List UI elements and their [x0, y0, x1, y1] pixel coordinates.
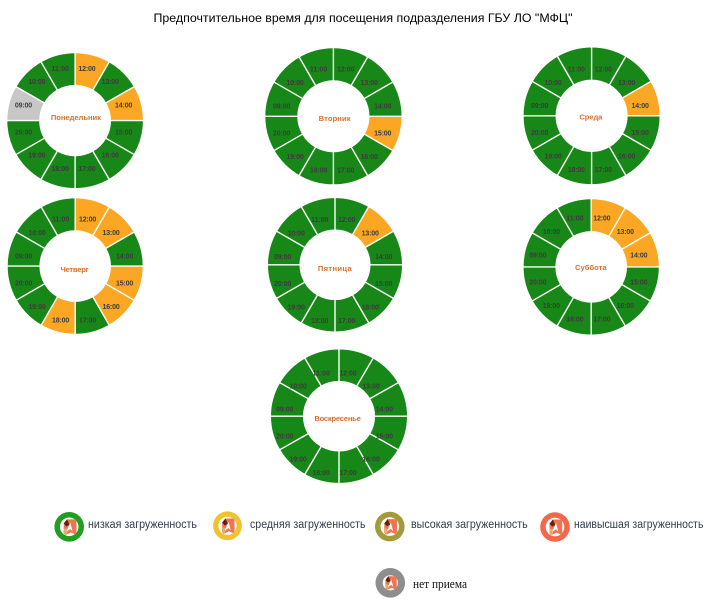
svg-text:17:00: 17:00: [339, 470, 356, 477]
svg-text:10:00: 10:00: [288, 230, 305, 237]
svg-text:14:00: 14:00: [630, 253, 647, 260]
svg-text:13:00: 13:00: [362, 384, 379, 391]
svg-text:13:00: 13:00: [617, 229, 634, 236]
svg-text:15:00: 15:00: [115, 129, 132, 136]
svg-text:13:00: 13:00: [102, 79, 119, 86]
svg-text:15:00: 15:00: [630, 280, 647, 287]
svg-text:20:00: 20:00: [529, 280, 546, 287]
svg-text:Воскресенье: Воскресенье: [314, 414, 361, 423]
svg-text:14:00: 14:00: [116, 254, 133, 261]
svg-text:16:00: 16:00: [361, 154, 378, 161]
svg-text:09:00: 09:00: [274, 254, 291, 261]
svg-text:18:00: 18:00: [311, 318, 328, 325]
svg-text:12:00: 12:00: [78, 66, 95, 73]
svg-text:20:00: 20:00: [276, 434, 293, 441]
svg-text:12:00: 12:00: [337, 66, 354, 73]
svg-text:17:00: 17:00: [337, 168, 354, 175]
svg-text:18:00: 18:00: [52, 166, 69, 173]
svg-text:11:00: 11:00: [310, 66, 327, 73]
svg-text:17:00: 17:00: [595, 167, 612, 174]
svg-text:11:00: 11:00: [313, 370, 330, 377]
svg-text:17:00: 17:00: [78, 166, 95, 173]
svg-text:11:00: 11:00: [311, 217, 328, 224]
svg-text:09:00: 09:00: [276, 407, 293, 414]
svg-text:18:00: 18:00: [52, 318, 69, 325]
svg-text:18:00: 18:00: [566, 317, 583, 324]
svg-text:16:00: 16:00: [102, 304, 119, 311]
svg-text:16:00: 16:00: [362, 304, 379, 311]
svg-text:19:00: 19:00: [28, 304, 45, 311]
svg-text:09:00: 09:00: [15, 103, 32, 110]
svg-text:18:00: 18:00: [568, 167, 585, 174]
svg-text:18:00: 18:00: [310, 168, 327, 175]
svg-text:13:00: 13:00: [618, 80, 635, 87]
svg-text:15:00: 15:00: [632, 130, 649, 137]
svg-text:16:00: 16:00: [617, 303, 634, 310]
svg-text:20:00: 20:00: [274, 281, 291, 288]
svg-text:Понедельник: Понедельник: [51, 113, 101, 122]
svg-text:Вторник: Вторник: [319, 114, 351, 123]
svg-text:12:00: 12:00: [595, 66, 612, 73]
svg-text:12:00: 12:00: [338, 217, 355, 224]
svg-text:13:00: 13:00: [362, 230, 379, 237]
svg-text:15:00: 15:00: [116, 281, 133, 288]
svg-text:10:00: 10:00: [286, 80, 303, 87]
svg-text:11:00: 11:00: [568, 66, 585, 73]
svg-text:14:00: 14:00: [374, 103, 391, 110]
svg-text:19:00: 19:00: [544, 154, 561, 161]
svg-text:10:00: 10:00: [28, 79, 45, 86]
svg-text:15:00: 15:00: [374, 131, 391, 138]
svg-text:Среда: Среда: [579, 112, 603, 121]
svg-text:12:00: 12:00: [339, 370, 356, 377]
svg-text:Четверг: Четверг: [60, 265, 88, 274]
svg-text:12:00: 12:00: [79, 217, 96, 224]
svg-text:19:00: 19:00: [28, 153, 45, 160]
svg-text:14:00: 14:00: [376, 407, 393, 414]
svg-text:16:00: 16:00: [102, 153, 119, 160]
svg-text:20:00: 20:00: [273, 131, 290, 138]
svg-text:11:00: 11:00: [566, 216, 583, 223]
svg-text:11:00: 11:00: [52, 66, 69, 73]
svg-text:19:00: 19:00: [286, 154, 303, 161]
svg-text:13:00: 13:00: [361, 80, 378, 87]
svg-text:19:00: 19:00: [543, 303, 560, 310]
svg-text:Суббота: Суббота: [575, 263, 607, 272]
svg-text:14:00: 14:00: [115, 103, 132, 110]
svg-text:14:00: 14:00: [375, 254, 392, 261]
svg-text:17:00: 17:00: [79, 318, 96, 325]
svg-text:15:00: 15:00: [375, 281, 392, 288]
svg-text:10:00: 10:00: [543, 229, 560, 236]
svg-text:Пятница: Пятница: [318, 264, 353, 273]
svg-text:16:00: 16:00: [618, 154, 635, 161]
svg-text:20:00: 20:00: [15, 281, 32, 288]
svg-text:10:00: 10:00: [544, 80, 561, 87]
svg-text:09:00: 09:00: [529, 253, 546, 260]
svg-text:09:00: 09:00: [273, 103, 290, 110]
svg-text:14:00: 14:00: [632, 103, 649, 110]
svg-text:13:00: 13:00: [102, 230, 119, 237]
svg-text:09:00: 09:00: [531, 103, 548, 110]
svg-text:19:00: 19:00: [288, 304, 305, 311]
svg-text:19:00: 19:00: [289, 457, 306, 464]
svg-text:09:00: 09:00: [15, 254, 32, 261]
svg-text:10:00: 10:00: [289, 384, 306, 391]
svg-text:15:00: 15:00: [376, 434, 393, 441]
svg-text:10:00: 10:00: [28, 230, 45, 237]
svg-text:18:00: 18:00: [313, 470, 330, 477]
svg-text:16:00: 16:00: [362, 457, 379, 464]
svg-text:12:00: 12:00: [593, 216, 610, 223]
svg-text:11:00: 11:00: [52, 217, 69, 224]
svg-text:17:00: 17:00: [593, 317, 610, 324]
svg-text:20:00: 20:00: [15, 129, 32, 136]
svg-text:17:00: 17:00: [338, 318, 355, 325]
svg-text:20:00: 20:00: [531, 130, 548, 137]
